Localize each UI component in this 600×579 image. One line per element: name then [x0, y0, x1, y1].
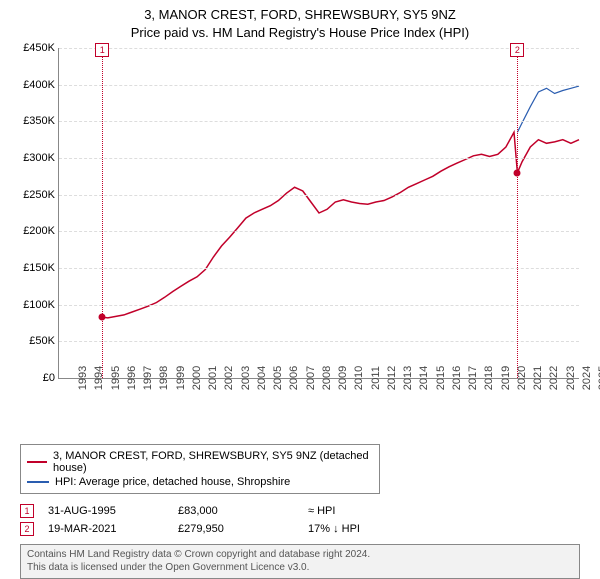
y-axis-label: £300K: [23, 152, 59, 164]
event-dot: [514, 169, 521, 176]
event-marker-box: 2: [510, 43, 524, 57]
y-axis-label: £100K: [23, 299, 59, 311]
y-axis-label: £350K: [23, 115, 59, 127]
y-gridline: [59, 195, 579, 196]
x-axis-label: 2025: [579, 366, 600, 390]
event-row: 2 19-MAR-2021 £279,950 17% ↓ HPI: [20, 520, 580, 538]
y-gridline: [59, 48, 579, 49]
event-row: 1 31-AUG-1995 £83,000 ≈ HPI: [20, 502, 580, 520]
event-note: 17% ↓ HPI: [308, 523, 438, 535]
footer-note: Contains HM Land Registry data © Crown c…: [20, 544, 580, 579]
event-marker-box: 2: [20, 522, 34, 536]
legend-swatch: [27, 481, 49, 483]
legend-label: 3, MANOR CREST, FORD, SHREWSBURY, SY5 9N…: [53, 450, 373, 474]
y-gridline: [59, 231, 579, 232]
event-marker-box: 1: [20, 504, 34, 518]
legend-swatch: [27, 461, 47, 463]
legend-row: HPI: Average price, detached house, Shro…: [27, 475, 373, 489]
event-marker-box: 1: [95, 43, 109, 57]
plot-region: £0£50K£100K£150K£200K£250K£300K£350K£400…: [58, 48, 579, 379]
event-dot: [99, 314, 106, 321]
legend-and-footer: 3, MANOR CREST, FORD, SHREWSBURY, SY5 9N…: [20, 444, 580, 579]
y-axis-label: £450K: [23, 42, 59, 54]
y-gridline: [59, 121, 579, 122]
y-gridline: [59, 305, 579, 306]
y-gridline: [59, 341, 579, 342]
event-note: ≈ HPI: [308, 505, 438, 517]
figure-container: 3, MANOR CREST, FORD, SHREWSBURY, SY5 9N…: [0, 0, 600, 560]
y-axis-label: £50K: [29, 335, 59, 347]
event-vline: [517, 48, 518, 378]
chart-area: £0 £50K £100K £150K £200K £250K £300K £350K £400…: [10, 48, 590, 408]
title-subtitle: Price paid vs. HM Land Registry's House …: [0, 24, 600, 42]
y-axis-label: £0: [43, 372, 59, 384]
series-line: [102, 132, 579, 318]
y-axis-label: £400K: [23, 79, 59, 91]
legend-label: HPI: Average price, detached house, Shro…: [55, 476, 290, 488]
y-axis-label: £150K: [23, 262, 59, 274]
y-axis-label: £250K: [23, 189, 59, 201]
title-address: 3, MANOR CREST, FORD, SHREWSBURY, SY5 9N…: [0, 6, 600, 24]
chart-lines-svg: [59, 48, 579, 378]
event-date: 19-MAR-2021: [48, 523, 178, 535]
y-axis-label: £200K: [23, 225, 59, 237]
y-gridline: [59, 158, 579, 159]
legend-row: 3, MANOR CREST, FORD, SHREWSBURY, SY5 9N…: [27, 449, 373, 475]
events-table: 1 31-AUG-1995 £83,000 ≈ HPI 2 19-MAR-202…: [20, 502, 580, 538]
y-gridline: [59, 85, 579, 86]
event-date: 31-AUG-1995: [48, 505, 178, 517]
legend-box: 3, MANOR CREST, FORD, SHREWSBURY, SY5 9N…: [20, 444, 380, 494]
event-vline: [102, 48, 103, 378]
title-block: 3, MANOR CREST, FORD, SHREWSBURY, SY5 9N…: [0, 0, 600, 41]
event-price: £279,950: [178, 523, 308, 535]
series-line: [517, 86, 579, 132]
y-gridline: [59, 268, 579, 269]
event-price: £83,000: [178, 505, 308, 517]
footer-line: This data is licensed under the Open Gov…: [27, 562, 573, 575]
